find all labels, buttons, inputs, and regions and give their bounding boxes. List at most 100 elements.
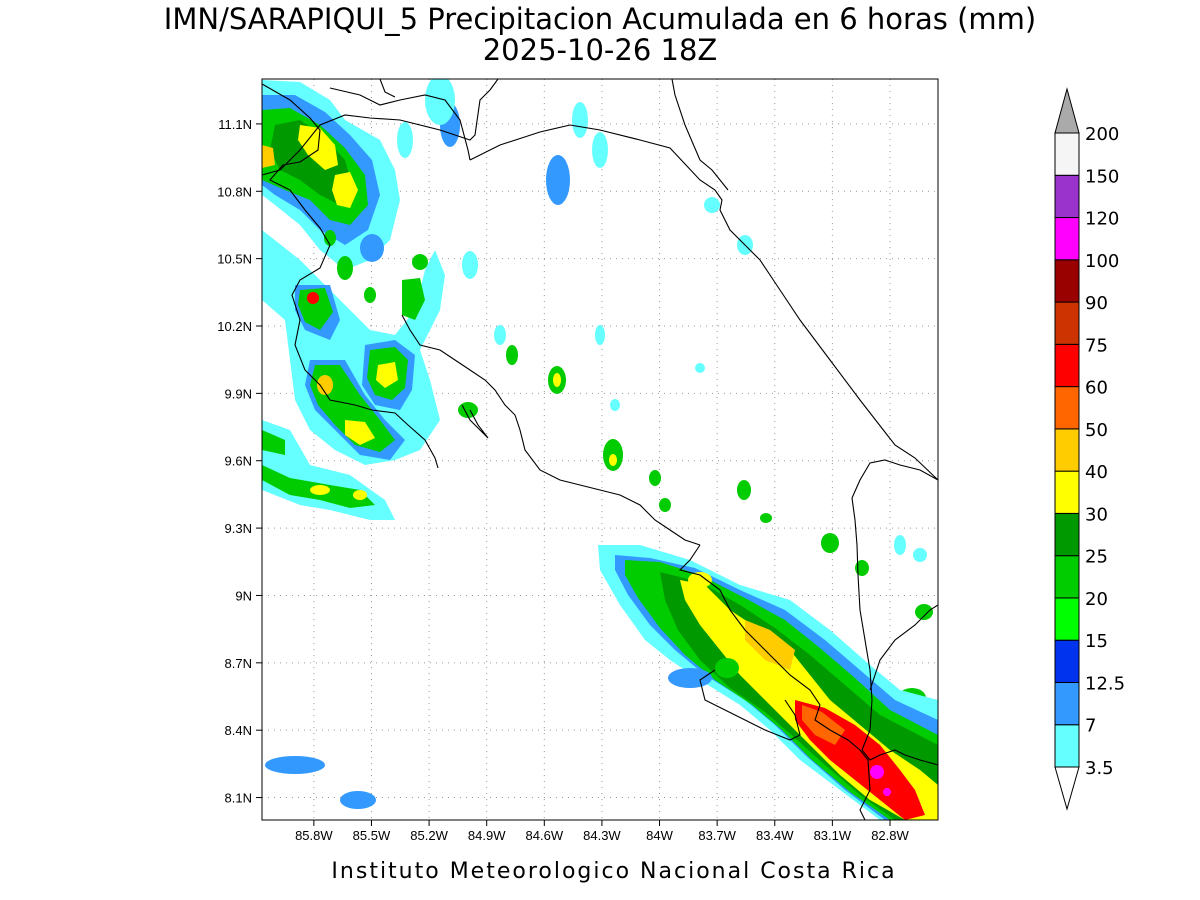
legend-label: 120 — [1085, 209, 1119, 230]
central-pacific-coast — [461, 404, 489, 439]
lon-tick-label: 84.9W — [468, 828, 506, 843]
lon-tick-label: 85.8W — [295, 828, 333, 843]
precip-cell-green — [737, 480, 751, 500]
precip-cell-cyan — [572, 102, 588, 138]
precip-cell-cyan — [494, 325, 506, 345]
legend-swatch — [1054, 217, 1080, 261]
legend-label: 40 — [1085, 462, 1108, 483]
lake-nicaragua-shore — [379, 79, 396, 98]
precip-cell-blue — [265, 756, 325, 774]
lat-tick-label: 10.2N — [217, 319, 252, 334]
legend-label: 60 — [1085, 378, 1108, 399]
lat-tick-label: 8.4N — [225, 723, 252, 738]
lat-tick-label: 10.5N — [217, 252, 252, 267]
precip-contour-30 — [332, 172, 358, 208]
map-subtitle: 2025-10-26 18Z — [483, 33, 718, 67]
legend-label: 3.5 — [1085, 758, 1114, 779]
legend-label: 100 — [1085, 251, 1119, 272]
lat-tick-label: 9.9N — [225, 386, 252, 401]
legend-label: 15 — [1085, 631, 1108, 652]
gulf-of-nicoya-inner — [401, 314, 701, 546]
precip-cell-green — [855, 560, 869, 576]
legend-label: 50 — [1085, 420, 1108, 441]
bocas-coast — [851, 459, 938, 499]
legend-label: 90 — [1085, 293, 1108, 314]
map-axis-labels: 11.1N 10.8N 10.5N 10.2N 9.9N 9.6N 9.3N 9N 8.7N 8.… — [217, 117, 909, 843]
precip-cell-yellow — [553, 373, 561, 387]
legend-label: 75 — [1085, 335, 1108, 356]
map-panel: 11.1N 10.8N 10.5N 10.2N 9.9N 9.6N 9.3N 9N 8.7N 8.… — [217, 78, 939, 843]
precip-cell-cyan — [913, 548, 927, 562]
precip-cell-magenta — [883, 788, 891, 796]
lon-tick-label: 85.5W — [353, 828, 391, 843]
precip-contour-30 — [376, 362, 398, 388]
northern-boundary — [329, 87, 471, 161]
precip-cell-green — [760, 513, 772, 523]
legend-swatch — [1054, 639, 1080, 683]
precip-cell-blue — [340, 791, 376, 809]
legend-swatch — [1054, 174, 1080, 219]
legend-swatch — [1054, 301, 1080, 345]
lat-tick-label: 10.8N — [217, 184, 252, 199]
precip-contour-20 — [298, 288, 333, 330]
footer-credit: Instituto Meteorologico Nacional Costa R… — [331, 859, 896, 884]
lon-tick-label: 82.8W — [871, 828, 909, 843]
legend-swatch — [1054, 597, 1080, 641]
precip-cell-green — [659, 498, 671, 512]
legend-swatch — [1054, 555, 1080, 599]
precip-contour-20 — [262, 430, 285, 455]
lon-tick-label: 85.2W — [410, 828, 448, 843]
precip-cell-cyan — [462, 251, 478, 279]
precip-cell-west-central — [262, 230, 445, 465]
precip-cell-yellow — [609, 454, 617, 466]
precip-contour-30 — [345, 420, 375, 445]
map-title: IMN/SARAPIQUI_5 Precipitacion Acumulada … — [164, 2, 1036, 36]
legend-swatch — [1054, 343, 1080, 388]
map-frame — [261, 78, 939, 821]
lat-tick-label: 9.3N — [225, 521, 252, 536]
lat-tick-label: 8.7N — [225, 656, 252, 671]
precip-cell-cyan — [704, 197, 720, 213]
legend-label: 25 — [1085, 547, 1108, 568]
chiriqui-coast — [869, 604, 938, 691]
legend-swatch — [1054, 724, 1080, 768]
lon-tick-label: 84W — [646, 828, 673, 843]
precip-contour-40 — [262, 145, 275, 168]
precip-cell-yellow — [310, 485, 330, 495]
legend-swatch — [1054, 259, 1080, 303]
precip-cell-blue — [546, 155, 570, 205]
precip-cell-cyan — [695, 363, 705, 373]
map-axis-ticks — [256, 123, 891, 826]
precip-cell-cyan — [595, 325, 605, 345]
precip-cell-green — [915, 604, 933, 620]
legend-label: 200 — [1085, 124, 1119, 145]
lat-tick-label: 8.1N — [225, 791, 252, 806]
legend-swatch — [1054, 681, 1080, 726]
lat-tick-label: 11.1N — [218, 117, 252, 132]
legend-swatch — [1054, 428, 1080, 472]
color-bar-legend: 3.5 7 12.5 15 20 25 30 40 50 60 75 90 100 120 150 200 — [1054, 87, 1125, 811]
precip-cell-orange — [317, 375, 333, 395]
pacific-coastline-north — [262, 83, 439, 469]
caribbean-coastline — [469, 124, 938, 481]
legend-label: 30 — [1085, 504, 1108, 525]
precip-cell-blue — [668, 668, 712, 688]
precip-cell-green — [364, 287, 376, 303]
nicaragua-border — [262, 79, 499, 176]
precip-cell-green — [821, 533, 839, 553]
precip-cell-green — [412, 254, 428, 270]
legend-swatch — [1054, 512, 1080, 557]
precip-cell-yellow — [353, 490, 367, 500]
lon-tick-label: 84.3W — [583, 828, 621, 843]
precip-contour-50 — [802, 705, 845, 745]
precip-contour-40 — [745, 620, 795, 670]
legend-label: 7 — [1085, 716, 1096, 737]
precip-cell-green — [506, 345, 518, 365]
osa-peninsula — [699, 669, 801, 741]
lon-tick-label: 83.4W — [756, 828, 794, 843]
precip-contour-20 — [402, 278, 425, 320]
legend-label: 150 — [1085, 166, 1119, 187]
precip-cell-nicoya — [262, 420, 395, 809]
precip-cell-green — [715, 658, 739, 678]
